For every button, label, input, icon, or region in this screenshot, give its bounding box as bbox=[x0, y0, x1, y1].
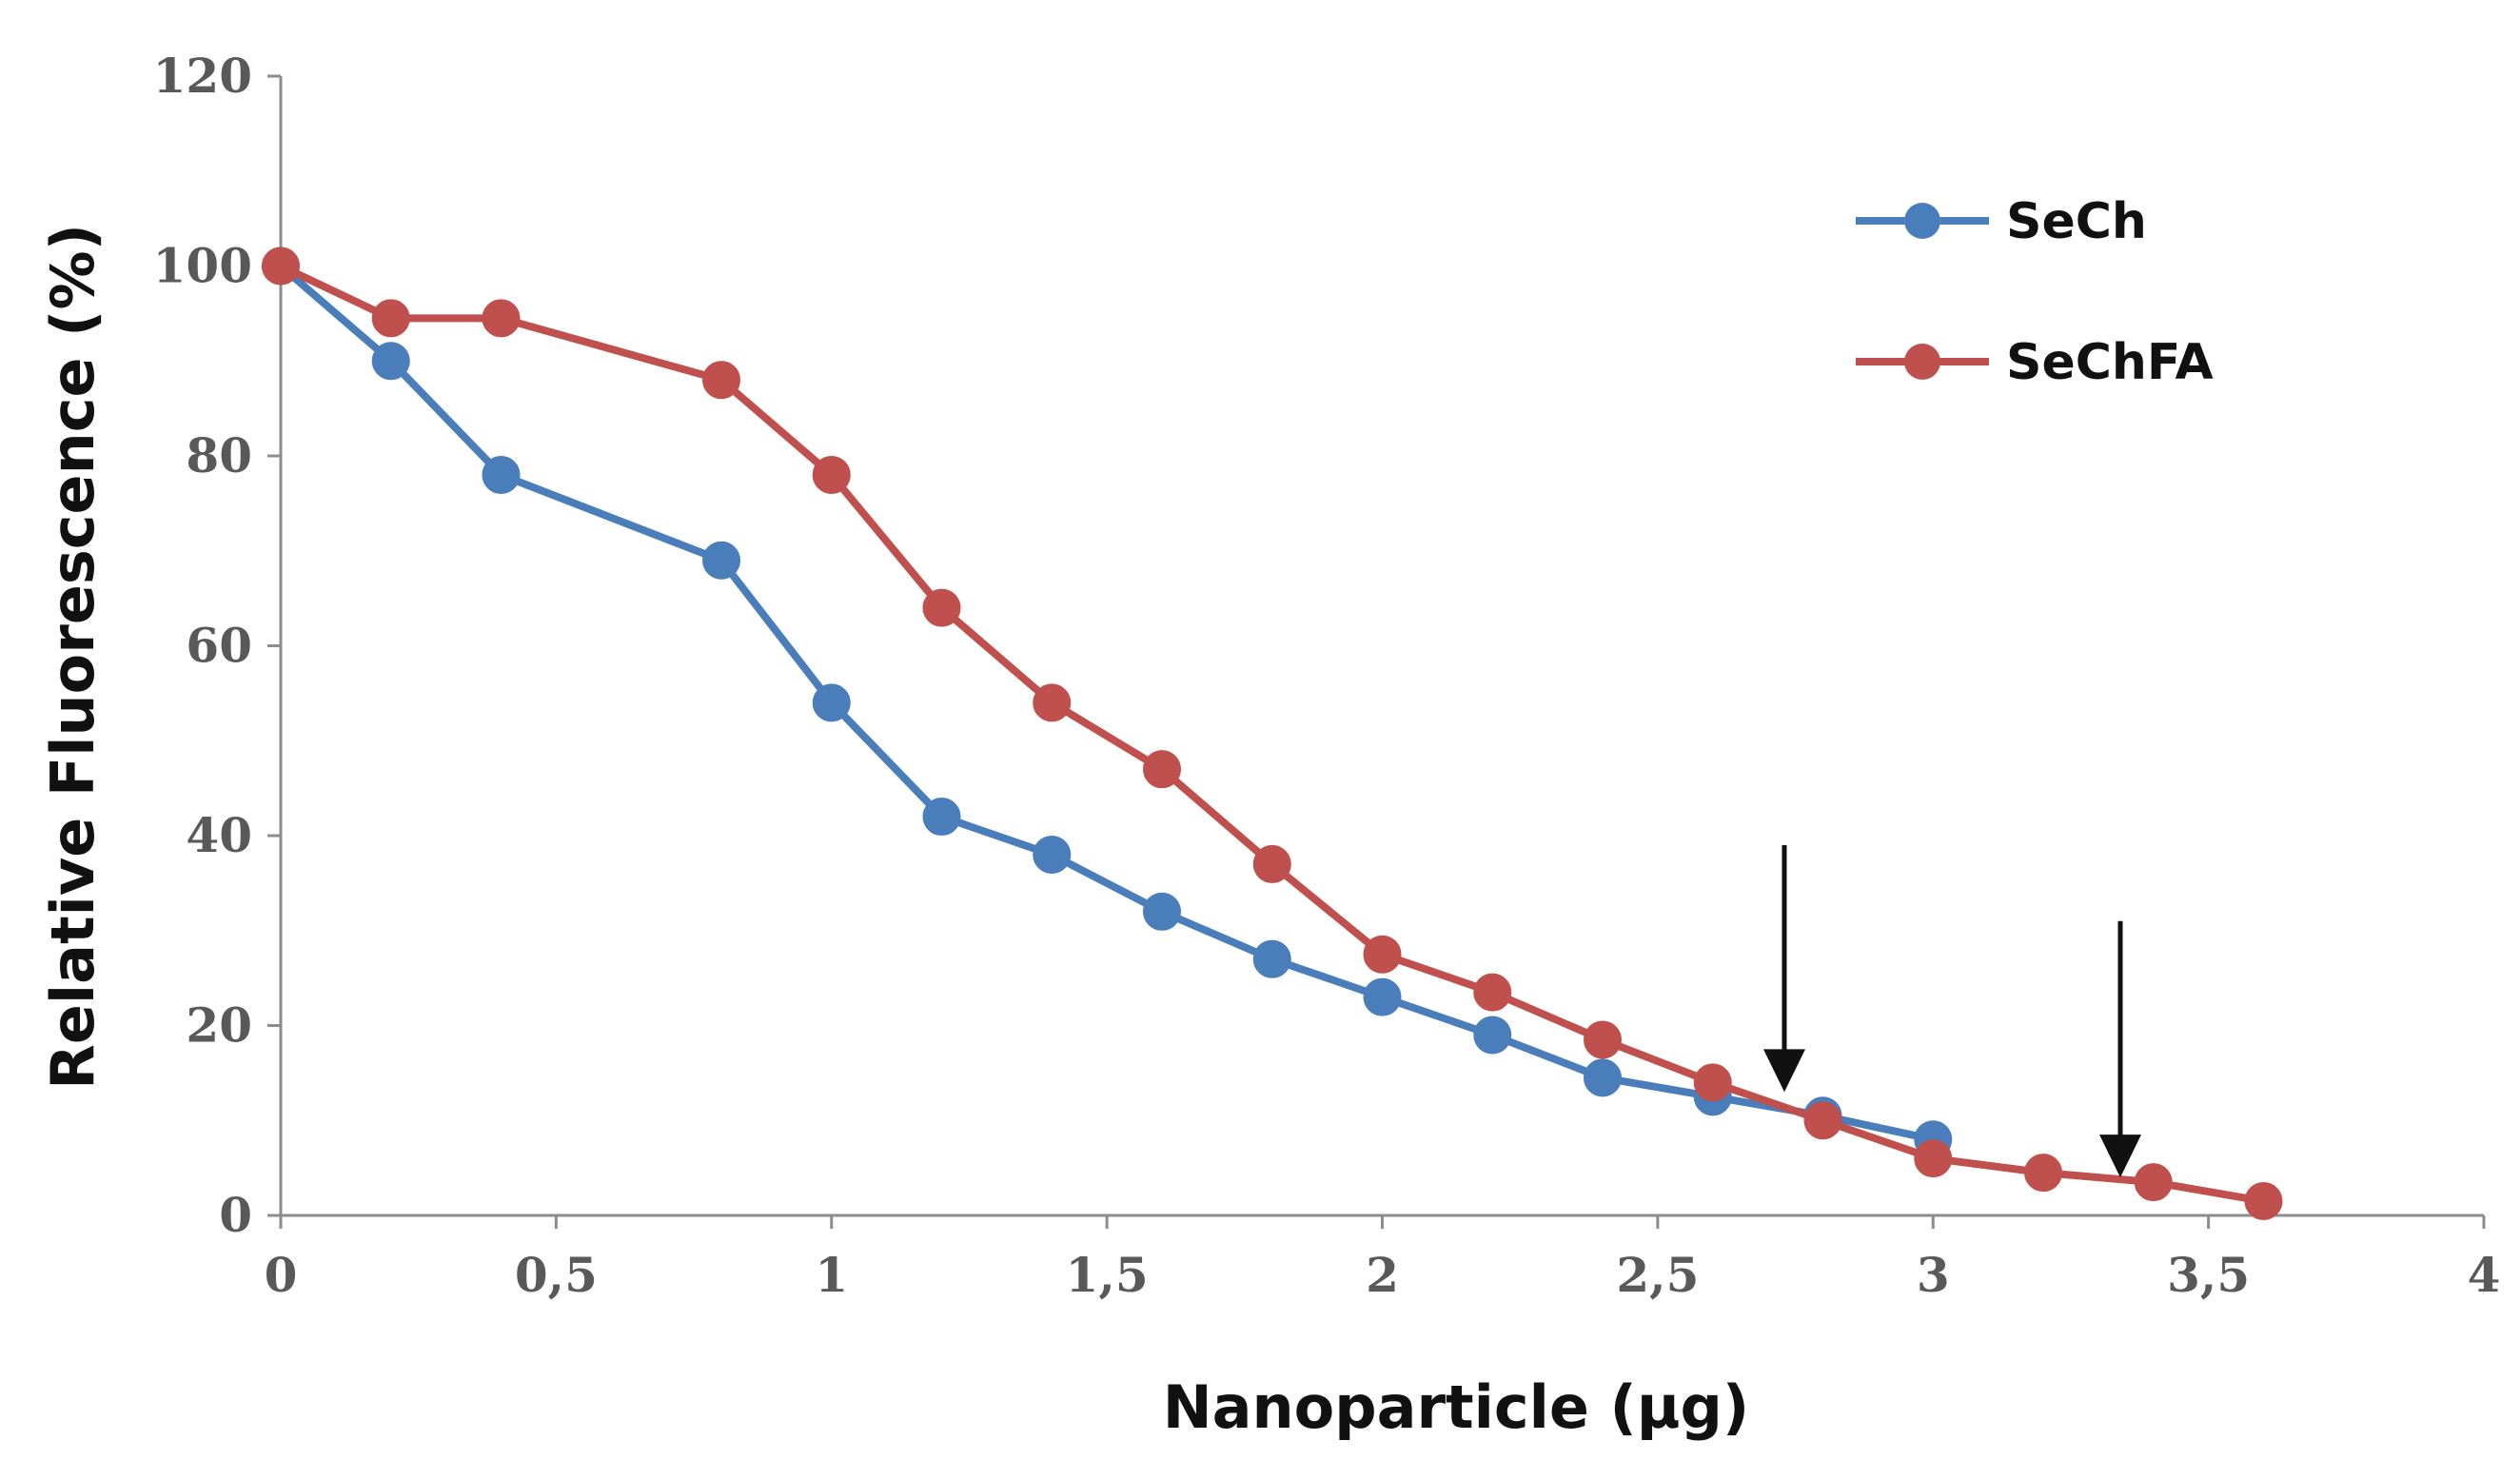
y-tick-label: 100 bbox=[153, 238, 252, 294]
data-point bbox=[371, 299, 410, 338]
y-tick-label: 80 bbox=[186, 427, 252, 483]
arrow-head bbox=[2099, 1135, 2142, 1178]
data-point bbox=[1914, 1139, 1953, 1178]
legend-swatch-marker bbox=[1904, 203, 1940, 239]
legend-label: SeCh bbox=[2006, 193, 2147, 250]
series-lines bbox=[262, 247, 2283, 1221]
x-tick-label: 0 bbox=[265, 1247, 298, 1303]
data-point bbox=[922, 798, 961, 837]
y-tick-label: 40 bbox=[186, 807, 252, 863]
data-point bbox=[1033, 683, 1072, 722]
x-tick-label: 2 bbox=[1366, 1247, 1399, 1303]
data-point bbox=[2244, 1182, 2283, 1221]
legend-item-sechfa: SeChFA bbox=[1856, 334, 2214, 391]
x-tick-label: 1 bbox=[815, 1247, 848, 1303]
data-point bbox=[482, 455, 521, 494]
data-point bbox=[1033, 835, 1072, 874]
x-axis-title: Nanoparticle (µg) bbox=[1163, 1372, 1749, 1442]
data-point bbox=[1584, 1020, 1622, 1059]
series-line bbox=[279, 262, 2265, 1205]
y-tick-label: 0 bbox=[219, 1187, 252, 1243]
legend-swatch-marker bbox=[1904, 344, 1940, 380]
arrow-annotation bbox=[2099, 920, 2142, 1178]
data-point bbox=[1363, 935, 1402, 974]
legend: SeCh SeChFA bbox=[1856, 193, 2214, 391]
data-point bbox=[1252, 844, 1291, 883]
data-point bbox=[1584, 1058, 1622, 1097]
data-point bbox=[812, 455, 851, 494]
series-line bbox=[278, 263, 1935, 1144]
data-point bbox=[922, 588, 961, 627]
data-point bbox=[262, 247, 300, 286]
x-tick-label: 3 bbox=[1917, 1247, 1950, 1303]
data-point bbox=[2134, 1163, 2173, 1202]
data-point bbox=[1693, 1063, 1732, 1102]
x-tick-label: 2,5 bbox=[1616, 1247, 1699, 1303]
arrow-annotation bbox=[1762, 844, 1805, 1093]
data-point bbox=[371, 342, 410, 381]
series-sech bbox=[262, 247, 1953, 1159]
x-tick-label: 1,5 bbox=[1066, 1247, 1149, 1303]
data-point bbox=[1803, 1101, 1842, 1140]
data-point bbox=[702, 541, 740, 580]
data-point bbox=[482, 299, 521, 338]
axes: 0 20 40 60 80 100 120 0 0,5 1 1,5 2 2,5 3 3,5 4 bbox=[153, 48, 2501, 1303]
data-point bbox=[812, 683, 851, 722]
legend-label: SeChFA bbox=[2006, 334, 2214, 391]
x-tick-label: 3,5 bbox=[2167, 1247, 2250, 1303]
arrow-head bbox=[1762, 1049, 1805, 1093]
x-tick-label: 4 bbox=[2468, 1247, 2501, 1303]
data-point bbox=[1143, 892, 1181, 931]
data-point bbox=[1363, 977, 1402, 1016]
y-tick-label: 20 bbox=[186, 997, 252, 1054]
data-point bbox=[1473, 973, 1512, 1012]
annotations bbox=[1762, 844, 2142, 1178]
y-tick-label: 120 bbox=[153, 48, 252, 104]
y-axis-title: Relative Fluorescence (%) bbox=[38, 224, 108, 1090]
x-tick-label: 0,5 bbox=[515, 1247, 598, 1303]
legend-item-sech: SeCh bbox=[1856, 193, 2147, 250]
data-point bbox=[1143, 750, 1181, 789]
data-point bbox=[1473, 1016, 1512, 1055]
data-point bbox=[2024, 1154, 2062, 1193]
series-sechfa bbox=[262, 247, 2283, 1221]
y-tick-label: 60 bbox=[186, 618, 252, 674]
data-point bbox=[1252, 939, 1291, 978]
data-point bbox=[702, 361, 740, 400]
